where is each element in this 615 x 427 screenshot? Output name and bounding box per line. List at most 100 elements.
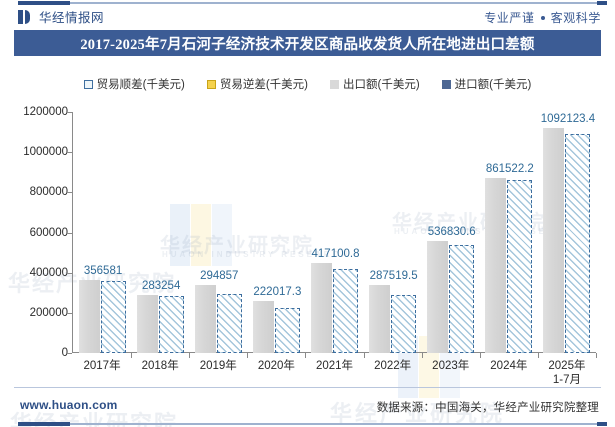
x-axis-category-label: 2021年 — [316, 360, 353, 374]
y-axis-tick-label: 200000 — [29, 306, 68, 319]
x-axis-category-label: 2024年 — [490, 360, 527, 374]
bar-group — [538, 112, 596, 353]
bar-group — [422, 112, 480, 353]
bar-export[interactable] — [369, 284, 391, 353]
chart-plot-area: 华经产业研究院 华经产业研究院 HUAON INDUSTRY RESEARCH … — [0, 96, 615, 427]
bar-data-label: 287519.5 — [369, 269, 418, 282]
page-title: 2017-2025年7月石河子经济技术开发区商品收发货人所在地进出口差额 — [80, 36, 535, 53]
top-accent-rule — [0, 0, 615, 5]
y-axis-tick — [67, 232, 72, 234]
legend-swatch-import-icon — [441, 79, 451, 89]
y-axis-tick-label: 600000 — [29, 226, 68, 239]
x-axis-category-label-line: 2024年 — [490, 360, 528, 372]
bar-data-label: 356581 — [83, 264, 123, 277]
x-axis-category-label: 2025年 1-7月 — [548, 360, 585, 387]
x-axis-tick — [305, 353, 307, 358]
bar-trade-surplus[interactable] — [332, 269, 358, 353]
bar-trade-surplus[interactable] — [216, 293, 242, 353]
x-axis-category-label-line: 1-7月 — [552, 373, 581, 386]
page-footer: www.huaon.com 数据来源：中国海关，华经产业研究院整理 — [0, 387, 615, 427]
x-axis-category-label-line: 2019年 — [199, 360, 237, 372]
x-axis-category-label: 2023年 — [432, 360, 469, 374]
x-axis-tick — [189, 353, 191, 358]
bar-export[interactable] — [485, 178, 507, 353]
title-banner: 2017-2025年7月石河子经济技术开发区商品收发货人所在地进出口差额 — [14, 30, 601, 56]
x-axis-category-label-line: 2023年 — [432, 360, 470, 372]
bottom-rule-right-block — [597, 422, 607, 426]
legend-item-import[interactable]: 进口额(千美元) — [441, 76, 532, 92]
x-axis-tick — [537, 353, 539, 358]
y-axis-tick-label: 0 — [61, 347, 68, 359]
y-axis-tick-label: 400000 — [29, 266, 68, 279]
bar-group — [364, 112, 422, 353]
legend-swatch-export-icon — [330, 79, 339, 89]
bar-data-label: 222017.3 — [253, 286, 302, 299]
x-axis-category-label-line: 2020年 — [257, 360, 295, 372]
brand-name: 华经情报网 — [39, 11, 105, 25]
x-axis-category-label-line: 2022年 — [374, 360, 412, 372]
x-axis-tick — [479, 353, 481, 358]
bar-data-label: 536830.6 — [427, 225, 476, 238]
bar-export[interactable] — [136, 294, 158, 353]
bar-group — [247, 112, 305, 353]
chart-legend: 贸易顺差(千美元) 贸易逆差(千美元) 出口额(千美元) 进口额(千美元) — [0, 74, 615, 94]
bar-export[interactable] — [310, 263, 332, 353]
bar-data-label: 294857 — [200, 270, 239, 283]
brand-tagline: 专业严谨 客观科学 — [484, 9, 601, 26]
tagline-left-text: 专业严谨 — [484, 11, 535, 25]
bar-trade-surplus[interactable] — [391, 295, 417, 353]
bar-group — [131, 112, 189, 353]
y-axis-tick — [67, 192, 72, 194]
y-axis-tick — [67, 112, 72, 113]
x-axis-tick — [247, 353, 249, 358]
footer-site-url[interactable]: www.huaon.com — [20, 398, 118, 412]
legend-swatch-surplus-icon — [83, 79, 93, 89]
tagline-right-text: 客观科学 — [550, 11, 601, 25]
brand-bar: 华经情报网 专业严谨 客观科学 — [0, 5, 615, 29]
legend-label-import: 进口额(千美元) — [454, 79, 532, 91]
top-rule-left-block — [18, 1, 70, 5]
bar-trade-surplus[interactable] — [565, 133, 591, 353]
bar-trade-surplus[interactable] — [507, 179, 533, 353]
y-axis-line — [72, 112, 73, 353]
bar-export[interactable] — [252, 301, 274, 353]
bar-export[interactable] — [427, 240, 449, 353]
x-axis-category-label: 2020年 — [258, 360, 295, 374]
legend-item-deficit[interactable]: 贸易逆差(千美元) — [206, 76, 308, 92]
x-axis-tick — [131, 353, 133, 358]
bar-export[interactable] — [78, 279, 100, 353]
y-axis-tick — [67, 152, 72, 154]
y-axis-tick — [67, 312, 72, 314]
bar-trade-surplus[interactable] — [449, 245, 475, 353]
y-axis-labels: 0 200000 400000 600000 800000 1000000 1200000 — [0, 96, 72, 359]
bar-trade-surplus[interactable] — [158, 296, 184, 353]
x-axis-category-label-line: 2018年 — [141, 360, 179, 372]
legend-swatch-deficit-icon — [206, 79, 216, 89]
y-axis-tick-label: 1000000 — [23, 146, 68, 159]
legend-label-surplus: 贸易顺差(千美元) — [96, 79, 185, 91]
bar-trade-surplus[interactable] — [274, 308, 300, 353]
x-axis-category-label: 2017年 — [84, 360, 121, 374]
bar-export[interactable] — [194, 285, 216, 353]
bar-data-label: 1092123.4 — [540, 113, 596, 126]
footer-data-source: 数据来源：中国海关，华经产业研究院整理 — [376, 402, 599, 414]
bar-trade-surplus[interactable] — [100, 281, 126, 353]
bar-data-label: 861522.2 — [485, 163, 534, 176]
y-axis-tick — [67, 353, 72, 354]
bar-data-label: 417100.8 — [311, 248, 360, 261]
bar-data-label: 283254 — [141, 279, 181, 292]
x-axis-tick — [363, 353, 365, 358]
bar-group — [73, 112, 131, 353]
footer-divider — [14, 387, 601, 388]
bar-export[interactable] — [543, 128, 565, 353]
bottom-rule-left-block — [18, 422, 70, 426]
x-axis-category-label: 2022年 — [374, 360, 411, 374]
x-axis-tick — [421, 353, 423, 358]
x-axis-category-label-line: 2025年 — [548, 360, 586, 372]
legend-item-surplus[interactable]: 贸易顺差(千美元) — [83, 76, 185, 92]
legend-item-export[interactable]: 出口额(千美元) — [330, 76, 420, 92]
x-axis-category-label-line: 2017年 — [83, 360, 121, 372]
legend-label-deficit: 贸易逆差(千美元) — [219, 79, 308, 91]
x-axis-category-label: 2019年 — [200, 360, 237, 374]
